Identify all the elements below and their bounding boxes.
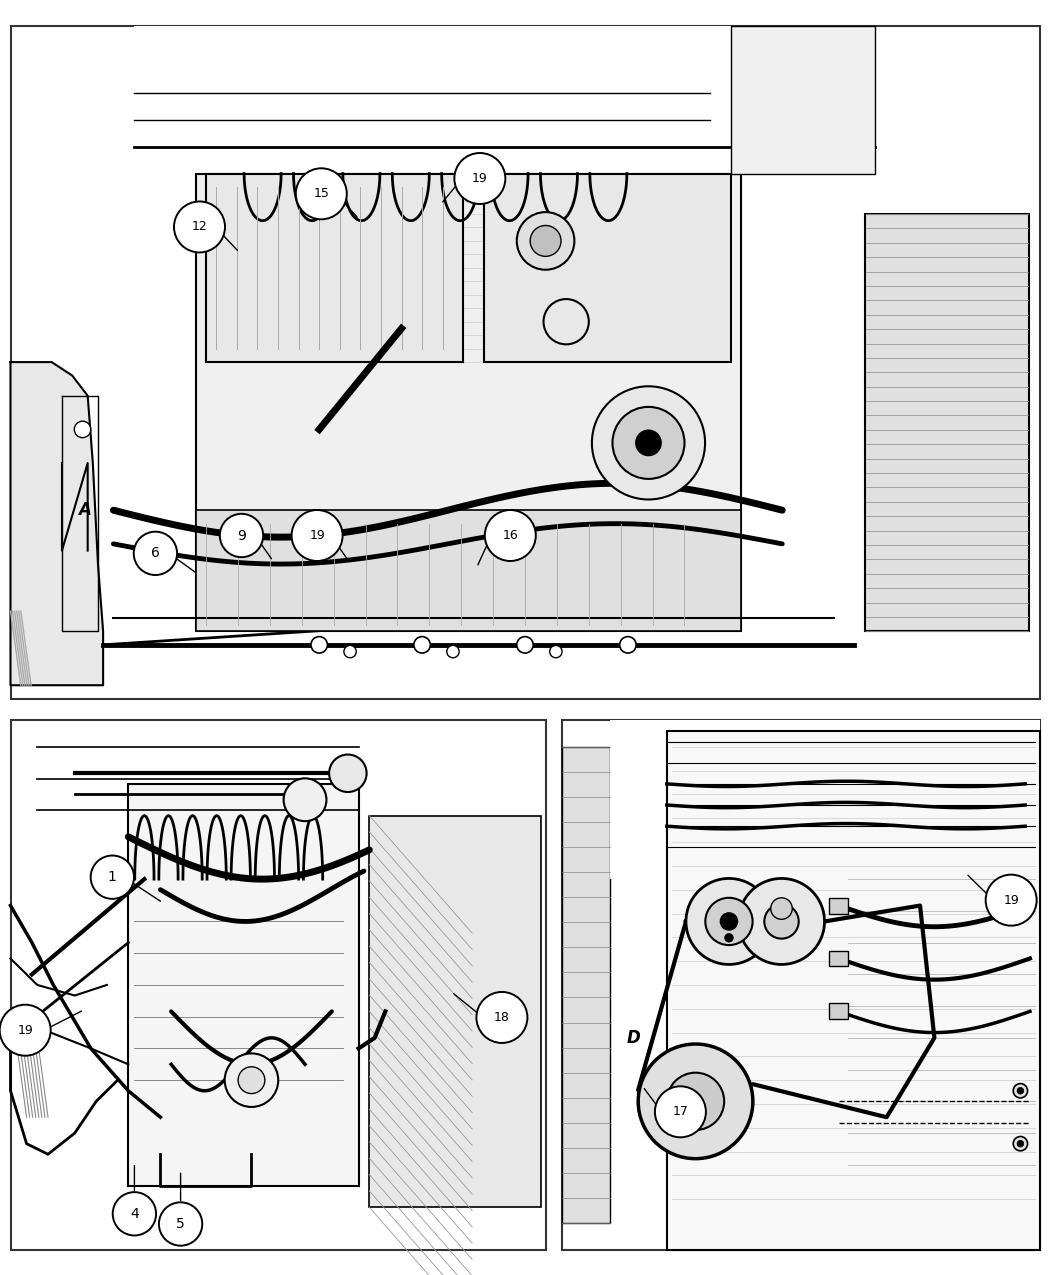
Text: 19: 19 bbox=[17, 1024, 34, 1037]
Circle shape bbox=[292, 510, 342, 561]
Circle shape bbox=[284, 778, 327, 821]
Circle shape bbox=[517, 636, 533, 653]
Circle shape bbox=[1013, 1136, 1028, 1151]
Bar bbox=[128, 784, 358, 1186]
Circle shape bbox=[771, 898, 793, 919]
Text: 9: 9 bbox=[237, 529, 246, 542]
Circle shape bbox=[447, 645, 459, 658]
Circle shape bbox=[706, 898, 753, 945]
Text: D: D bbox=[626, 1029, 640, 1047]
Circle shape bbox=[485, 510, 536, 561]
Bar bbox=[830, 898, 848, 913]
Text: 1: 1 bbox=[108, 871, 117, 884]
Circle shape bbox=[986, 875, 1036, 926]
Circle shape bbox=[296, 168, 346, 219]
Circle shape bbox=[764, 904, 799, 938]
Circle shape bbox=[219, 514, 264, 557]
Text: 12: 12 bbox=[191, 221, 208, 233]
Circle shape bbox=[620, 636, 636, 653]
Text: 15: 15 bbox=[313, 187, 330, 200]
Bar bbox=[830, 1003, 848, 1019]
Circle shape bbox=[517, 212, 574, 270]
Text: 6: 6 bbox=[151, 547, 160, 560]
Bar bbox=[864, 214, 1029, 631]
Circle shape bbox=[159, 1202, 203, 1246]
Circle shape bbox=[667, 1072, 724, 1130]
Bar bbox=[195, 510, 741, 631]
Text: 5: 5 bbox=[176, 1218, 185, 1230]
Circle shape bbox=[90, 856, 134, 899]
Circle shape bbox=[1017, 1088, 1024, 1094]
Bar bbox=[484, 173, 731, 362]
Circle shape bbox=[344, 645, 356, 658]
Text: 4: 4 bbox=[130, 1207, 139, 1220]
Circle shape bbox=[133, 532, 177, 575]
Circle shape bbox=[477, 992, 527, 1043]
Bar bbox=[667, 731, 1040, 1250]
Circle shape bbox=[225, 1053, 278, 1107]
Bar bbox=[206, 173, 463, 362]
Text: 16: 16 bbox=[503, 529, 518, 542]
Circle shape bbox=[329, 755, 366, 792]
Circle shape bbox=[612, 407, 685, 479]
Bar bbox=[562, 720, 1040, 1250]
Bar bbox=[830, 951, 848, 966]
Bar bbox=[134, 26, 875, 161]
Bar bbox=[731, 26, 875, 173]
Circle shape bbox=[724, 933, 733, 942]
Circle shape bbox=[311, 636, 328, 653]
Circle shape bbox=[738, 878, 824, 964]
Polygon shape bbox=[10, 362, 103, 685]
Circle shape bbox=[544, 300, 589, 344]
Circle shape bbox=[592, 386, 706, 500]
Circle shape bbox=[174, 201, 225, 252]
Circle shape bbox=[686, 878, 772, 964]
Circle shape bbox=[455, 153, 505, 204]
Circle shape bbox=[550, 645, 562, 658]
Text: A: A bbox=[78, 501, 91, 519]
Bar bbox=[562, 747, 609, 1223]
Text: 19: 19 bbox=[472, 172, 487, 185]
Text: 19: 19 bbox=[309, 529, 324, 542]
Circle shape bbox=[75, 421, 90, 437]
Circle shape bbox=[112, 1192, 156, 1235]
Bar bbox=[10, 720, 546, 1250]
Text: 17: 17 bbox=[672, 1105, 689, 1118]
Text: 18: 18 bbox=[494, 1011, 510, 1024]
Circle shape bbox=[238, 1067, 265, 1094]
Polygon shape bbox=[370, 816, 541, 1207]
Bar bbox=[10, 26, 1040, 699]
Circle shape bbox=[636, 431, 660, 455]
Circle shape bbox=[414, 636, 430, 653]
Bar bbox=[609, 720, 1040, 878]
Circle shape bbox=[1013, 1084, 1028, 1098]
Circle shape bbox=[655, 1086, 706, 1137]
Bar bbox=[195, 173, 741, 631]
Text: 19: 19 bbox=[1004, 894, 1018, 907]
Circle shape bbox=[720, 913, 737, 929]
Circle shape bbox=[0, 1005, 50, 1056]
Circle shape bbox=[530, 226, 561, 256]
Circle shape bbox=[638, 1044, 753, 1159]
Circle shape bbox=[1017, 1140, 1024, 1148]
